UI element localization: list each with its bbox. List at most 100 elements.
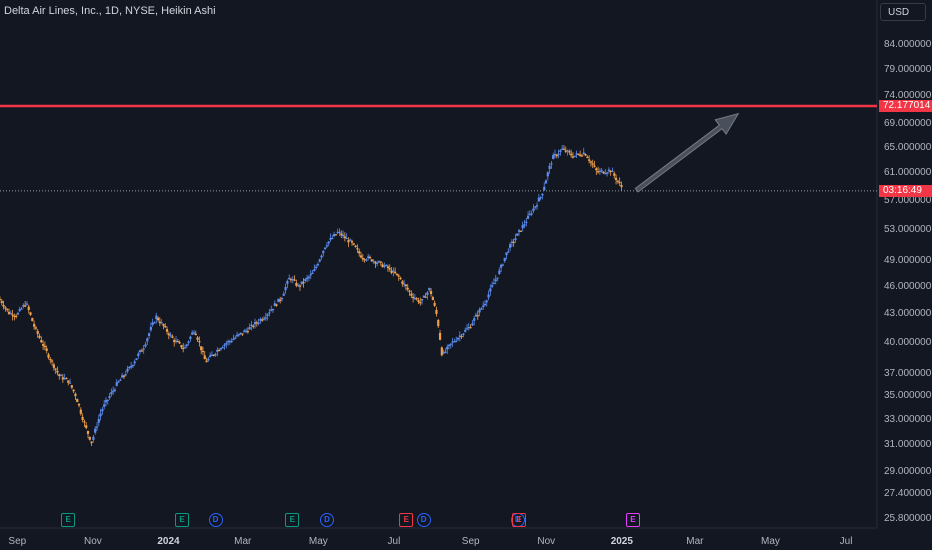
candle-body [476, 315, 479, 317]
candle-body [383, 265, 386, 267]
candle-body [437, 319, 440, 327]
candle-body [124, 374, 127, 376]
candle-body [539, 197, 542, 199]
candle-body [580, 155, 584, 157]
candle-body [406, 287, 409, 290]
candle-body [122, 375, 126, 377]
currency-selector[interactable]: USD [880, 3, 926, 21]
price-tick-label: 46.000000 [884, 280, 932, 292]
time-tick-label: Jul [387, 536, 401, 547]
candle-body [474, 314, 478, 317]
candle-body [74, 393, 77, 397]
candle-body [327, 241, 330, 244]
candle-body [548, 165, 551, 170]
projection-arrow[interactable] [634, 112, 740, 193]
dividend-event-icon[interactable]: D [416, 513, 431, 527]
candle-body [516, 233, 519, 236]
candle-body [4, 307, 7, 309]
candle-body [559, 150, 562, 152]
candle-body [620, 184, 623, 188]
candle-body [573, 155, 576, 157]
candle-body [341, 234, 345, 237]
candle-body [428, 288, 431, 291]
candle-body [126, 368, 129, 372]
candle-body [505, 252, 508, 256]
candle-body [352, 243, 355, 245]
candle-body [429, 291, 433, 295]
candle-body [239, 332, 242, 334]
earnings-event-icon[interactable]: E [399, 513, 414, 527]
price-tick-label: 74.000000 [884, 89, 932, 101]
candle-body [422, 295, 425, 298]
candle-body [201, 350, 205, 353]
candle-body [302, 282, 305, 284]
time-tick-label: 2025 [610, 536, 633, 547]
candle-body [320, 255, 323, 258]
candle-body [322, 250, 325, 254]
candle-body [564, 150, 567, 152]
candle-body [173, 339, 176, 343]
candle-body [519, 230, 522, 232]
candle-body [618, 182, 621, 184]
candle-body [584, 154, 587, 156]
candle-body [379, 261, 382, 263]
candle-body [517, 230, 521, 232]
candle-body [83, 421, 86, 423]
candle-body [212, 354, 215, 356]
time-tick-label: Sep [8, 536, 27, 547]
candle-body [381, 264, 384, 268]
candle-body [45, 348, 48, 351]
countdown-price-tag: 03:16:49 [879, 184, 932, 197]
earnings-event-icon[interactable]: E [625, 513, 640, 527]
candle-body [36, 331, 39, 334]
candle-body [491, 285, 494, 287]
dividend-event-icon[interactable]: D [208, 513, 223, 527]
time-tick-label: Jul [839, 536, 853, 547]
candle-body [137, 353, 140, 356]
candle-body [88, 436, 91, 440]
candle-body [487, 294, 490, 298]
candle-body [404, 284, 408, 287]
candle-body [85, 425, 88, 428]
candle-body [218, 349, 221, 352]
candle-body [543, 186, 546, 191]
candle-body [248, 327, 251, 330]
candle-body [496, 277, 499, 279]
candle-body [485, 300, 488, 303]
price-tick-label: 79.000000 [884, 63, 932, 75]
candle-body [553, 153, 557, 156]
dividend-event-icon[interactable]: D [320, 513, 335, 527]
candle-body [286, 280, 289, 284]
candle-body [49, 358, 52, 361]
candle-body [289, 279, 293, 281]
candle-body [537, 197, 540, 202]
candle-body [589, 161, 593, 163]
time-tick-label: May [308, 536, 328, 547]
candle-body [453, 341, 456, 343]
candle-body [205, 360, 208, 363]
candle-body [368, 256, 372, 259]
candle-body [293, 279, 296, 281]
candle-body [99, 413, 102, 417]
candle-body [7, 311, 11, 315]
candle-body [541, 193, 544, 196]
candle-body [90, 441, 93, 444]
candle-body [103, 404, 106, 407]
time-tick-label: Mar [686, 536, 704, 547]
candle-body [200, 346, 203, 351]
candle-body [363, 259, 366, 261]
candle-body [458, 335, 461, 337]
candle-body [33, 323, 36, 327]
price-tick-label: 57.000000 [884, 194, 932, 206]
candle-body [198, 341, 201, 343]
earnings-event-icon[interactable]: E [61, 513, 76, 527]
candle-body [259, 319, 262, 321]
candle-body [128, 366, 131, 369]
candle-body [86, 430, 90, 435]
candle-body [232, 338, 235, 341]
earnings-event-icon[interactable]: E [285, 513, 300, 527]
earnings-event-icon[interactable]: E [175, 513, 190, 527]
price-tick-label: 84.000000 [884, 39, 932, 51]
earnings-event-icon[interactable]: E [512, 513, 526, 527]
